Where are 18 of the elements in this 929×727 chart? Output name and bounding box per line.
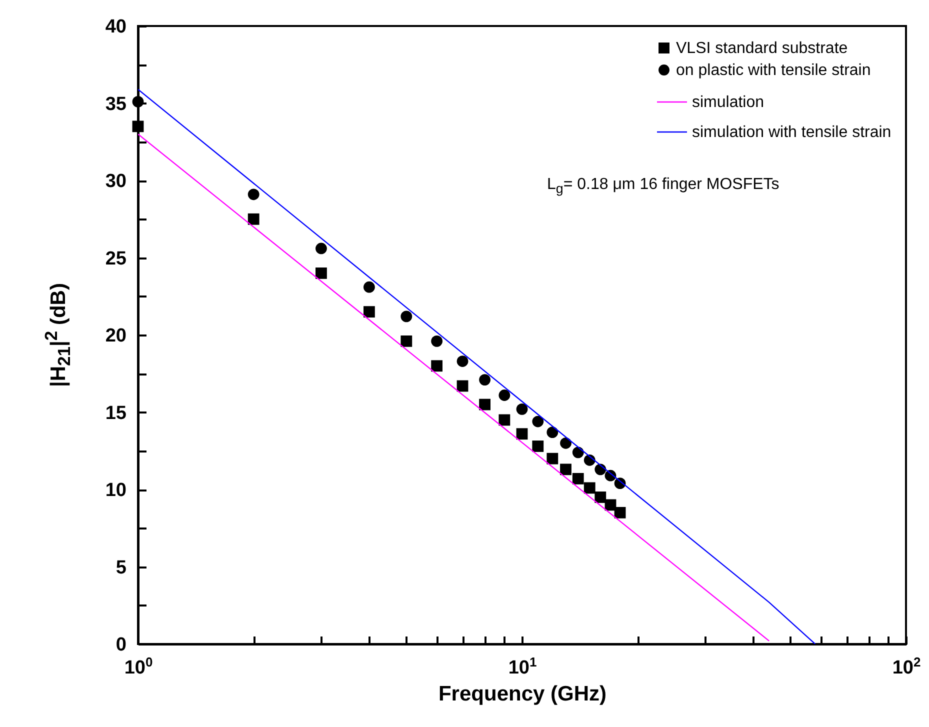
- y-tick-label: 25: [105, 248, 127, 270]
- x-tick-label: 10$^{1}$: [508, 654, 537, 678]
- y-tick-label: 5: [116, 557, 127, 578]
- y-tick-label: 10: [105, 480, 126, 501]
- legend-label: VLSI standard substrate: [676, 40, 848, 57]
- y-tick-label: 15: [105, 402, 127, 424]
- x-axis-title: Frequency (GHz): [438, 682, 607, 706]
- legend-label: simulation with tensile strain: [692, 124, 892, 141]
- y-tick-label: 20: [105, 326, 126, 346]
- legend-label: on plastic with tensile strain: [676, 62, 871, 79]
- y-tick-label: 35: [105, 94, 127, 115]
- legend-label: simulation: [692, 94, 764, 111]
- x-tick-label: 10$^{0}$: [124, 654, 153, 678]
- annotation: L$_{g}$= 0.18 μm 16 finger MOSFETs: [547, 176, 780, 196]
- y-tick-label: 40: [105, 16, 126, 38]
- y-tick-label: 0: [116, 634, 126, 656]
- y-tick-label: 30: [105, 171, 126, 192]
- x-tick-label: 10$^{2}$: [892, 654, 921, 678]
